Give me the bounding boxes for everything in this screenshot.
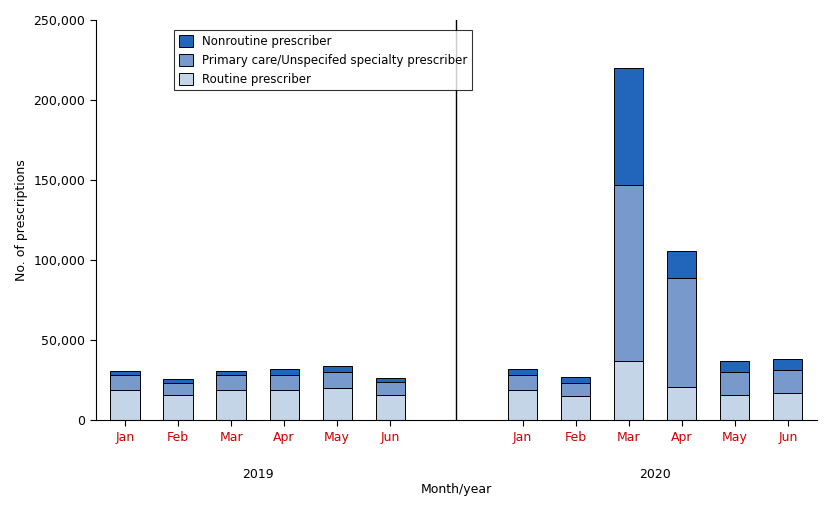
Bar	[216, 376, 245, 390]
Bar	[375, 395, 404, 420]
Bar	[375, 382, 404, 395]
Bar	[111, 390, 140, 420]
Bar	[721, 394, 750, 420]
Bar	[667, 278, 696, 387]
Bar	[270, 390, 299, 420]
Bar	[111, 370, 140, 376]
Legend: Nonroutine prescriber, Primary care/Unspecifed specialty prescriber, Routine pre: Nonroutine prescriber, Primary care/Unsp…	[174, 30, 473, 90]
Bar	[667, 251, 696, 278]
Bar	[721, 372, 750, 394]
Y-axis label: No. of prescriptions: No. of prescriptions	[15, 159, 28, 281]
Bar	[270, 369, 299, 375]
Bar	[614, 185, 643, 361]
Bar	[773, 393, 802, 420]
Bar	[163, 395, 193, 420]
X-axis label: Month/year: Month/year	[421, 482, 492, 495]
Bar	[561, 396, 591, 420]
Bar	[323, 372, 352, 388]
Bar	[216, 370, 245, 376]
Text: 2019: 2019	[242, 468, 274, 481]
Bar	[375, 378, 404, 382]
Bar	[773, 370, 802, 393]
Bar	[773, 359, 802, 370]
Bar	[163, 382, 193, 395]
Bar	[561, 377, 591, 382]
Bar	[216, 390, 245, 420]
Text: 2020: 2020	[640, 468, 671, 481]
Bar	[163, 379, 193, 382]
Bar	[667, 387, 696, 420]
Bar	[323, 388, 352, 420]
Bar	[508, 390, 537, 420]
Bar	[561, 382, 591, 396]
Bar	[323, 366, 352, 372]
Bar	[614, 68, 643, 185]
Bar	[111, 376, 140, 390]
Bar	[508, 369, 537, 376]
Bar	[721, 361, 750, 372]
Bar	[614, 361, 643, 420]
Bar	[508, 376, 537, 390]
Bar	[270, 375, 299, 390]
